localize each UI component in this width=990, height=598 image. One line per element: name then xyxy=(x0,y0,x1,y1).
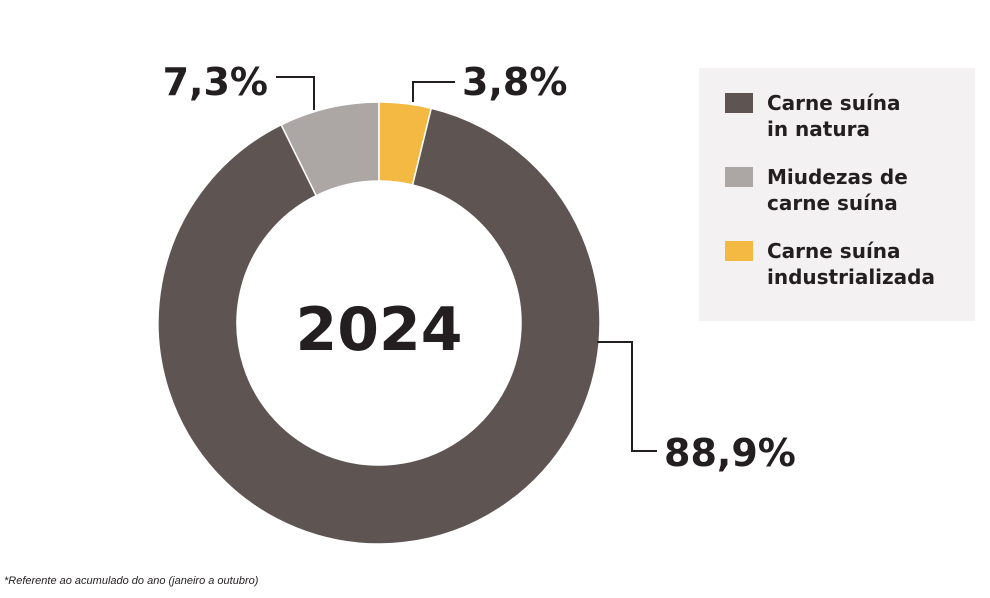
legend-swatch-in-natura xyxy=(725,93,753,113)
value-label-industrializada: 3,8% xyxy=(462,60,567,104)
legend-item-miudezas: Miudezas de carne suína xyxy=(725,164,975,216)
legend-swatch-industrializada xyxy=(725,241,753,261)
value-label-in-natura: 88,9% xyxy=(664,431,796,475)
leader-line-miudezas xyxy=(276,76,315,110)
footnote: *Referente ao acumulado do ano (janeiro … xyxy=(4,575,259,587)
value-label-miudezas: 7,3% xyxy=(163,60,268,104)
legend-label-miudezas: Miudezas de carne suína xyxy=(767,165,908,215)
leader-lines xyxy=(276,76,657,452)
legend-item-industrializada: Carne suína industrializada xyxy=(725,238,975,290)
slice-in-natura xyxy=(157,107,601,545)
leader-line-in-natura xyxy=(597,341,657,452)
legend-label-industrializada: Carne suína industrializada xyxy=(767,239,935,289)
leader-line-industrializada xyxy=(412,81,455,102)
center-year-label: 2024 xyxy=(296,295,463,365)
donut-slices xyxy=(157,101,601,545)
legend-label-in-natura: Carne suína in natura xyxy=(767,91,901,141)
legend-swatch-miudezas xyxy=(725,167,753,187)
legend-item-in-natura: Carne suína in natura xyxy=(725,90,975,142)
legend: Carne suína in natura Miudezas de carne … xyxy=(699,68,975,321)
